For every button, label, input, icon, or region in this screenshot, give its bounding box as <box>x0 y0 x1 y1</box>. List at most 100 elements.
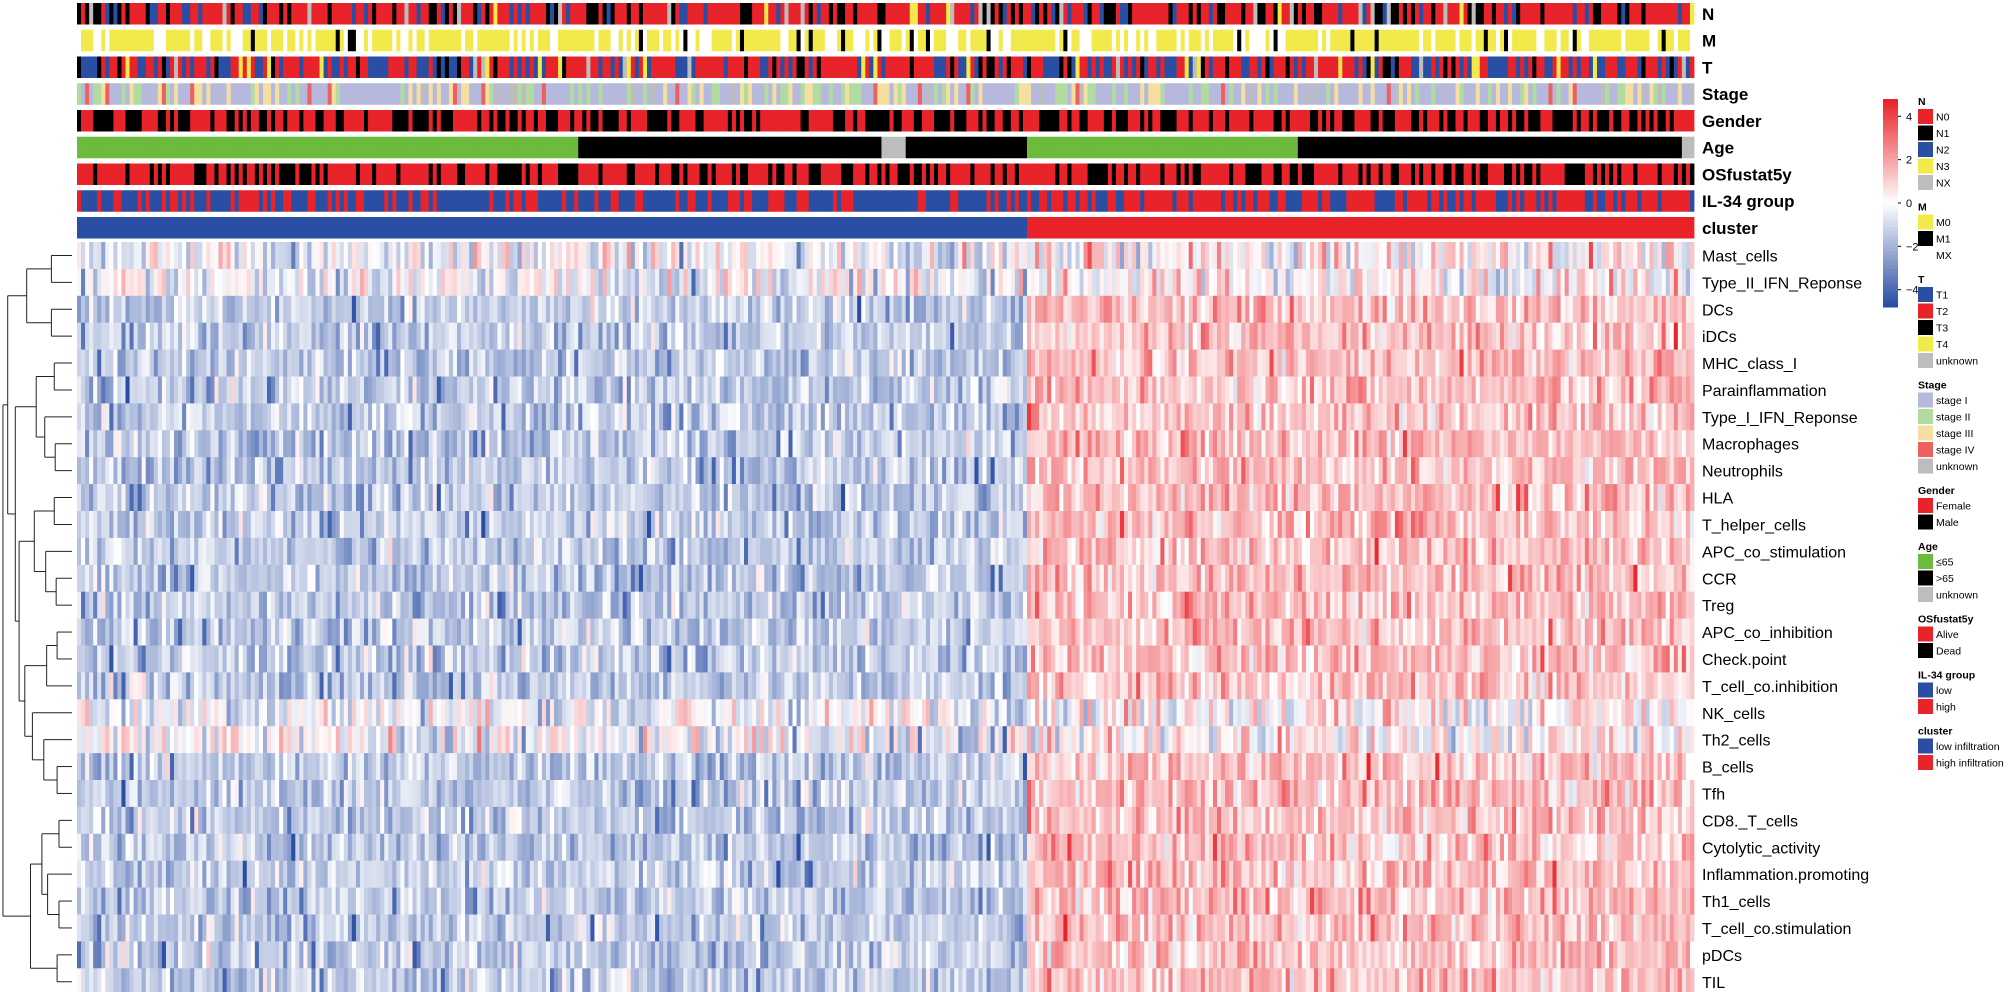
annotation-cell <box>549 190 555 212</box>
heatmap-cell <box>881 268 886 297</box>
annotation-cell <box>323 136 329 159</box>
annotation-cell <box>1067 136 1072 159</box>
annotation-cell <box>97 190 102 212</box>
heatmap-cell <box>1455 242 1460 270</box>
heatmap-cell <box>1447 295 1452 323</box>
annotation-cell <box>436 163 442 185</box>
annotation-cell <box>1103 110 1109 132</box>
annotation-cell <box>986 56 991 78</box>
heatmap-cell <box>549 295 555 323</box>
annotation-cell <box>1350 136 1355 159</box>
annotation-cell <box>400 110 405 132</box>
heatmap-cell <box>1289 268 1295 297</box>
annotation-cell <box>1637 110 1642 132</box>
annotation-cell <box>1556 83 1561 105</box>
annotation-cell <box>424 29 430 52</box>
annotation-cell <box>1406 163 1412 185</box>
heatmap-cell <box>905 295 911 323</box>
annotation-cell <box>291 110 296 132</box>
annotation-cell <box>889 163 894 185</box>
annotation-cell <box>1596 3 1602 25</box>
annotation-cell <box>1508 110 1513 132</box>
annotation-cell <box>396 83 401 105</box>
annotation-cell <box>1225 56 1230 78</box>
annotation-cell <box>586 3 591 25</box>
heatmap-cell <box>537 322 543 350</box>
heatmap-cell <box>307 242 312 270</box>
annotation-cell <box>776 56 781 78</box>
heatmap-cell <box>739 295 745 323</box>
heatmap-cell <box>1018 295 1024 323</box>
annotation-cell <box>594 217 599 239</box>
annotation-cell <box>861 83 866 105</box>
annotation-cell <box>1124 163 1129 185</box>
annotation-cell <box>1673 56 1679 78</box>
annotation-cell <box>954 136 959 159</box>
heatmap-cell <box>1216 268 1222 297</box>
annotation-cell <box>513 110 519 132</box>
heatmap-cell <box>93 322 98 350</box>
heatmap-cell <box>89 268 94 297</box>
annotation-cell <box>630 217 636 239</box>
heatmap-cell <box>1176 242 1181 270</box>
annotation-cell <box>1568 190 1574 212</box>
heatmap-cell <box>1681 242 1687 270</box>
annotation-cell <box>1649 29 1654 52</box>
annotation-cell <box>1479 217 1485 239</box>
heatmap-cell <box>380 295 385 323</box>
annotation-cell <box>727 190 733 212</box>
annotation-cell <box>925 136 931 159</box>
annotation-cell <box>703 83 709 105</box>
annotation-cell <box>1233 3 1238 25</box>
heatmap-cell <box>958 268 963 297</box>
annotation-cell <box>529 29 535 52</box>
annotation-cell <box>792 136 797 159</box>
heatmap-cell <box>1633 242 1638 270</box>
annotation-cell <box>234 217 240 239</box>
annotation-cell <box>578 83 583 105</box>
annotation-cell <box>909 190 915 212</box>
annotation-cell <box>1083 56 1089 78</box>
annotation-cell <box>1685 110 1691 132</box>
heatmap-cell <box>1257 242 1262 270</box>
heatmap-cell <box>493 322 498 350</box>
annotation-cell <box>667 217 672 239</box>
annotation-cell <box>638 3 644 25</box>
heatmap-cell <box>942 295 947 323</box>
annotation-cell <box>1265 217 1270 239</box>
annotation-cell <box>784 163 789 185</box>
heatmap-cell <box>873 295 878 323</box>
annotation-cell <box>206 29 211 52</box>
annotation-cell <box>845 56 850 78</box>
annotation-cell <box>1192 83 1198 105</box>
heatmap-cell <box>1617 242 1622 270</box>
annotation-cell <box>651 3 656 25</box>
annotation-cell <box>1463 29 1469 52</box>
annotation-cell <box>283 29 288 52</box>
annotation-cell <box>525 56 531 78</box>
heatmap-cell <box>408 322 413 350</box>
annotation-cell <box>133 110 139 132</box>
annotation-cell <box>1394 136 1400 159</box>
annotation-cell <box>1435 3 1440 25</box>
heatmap-cell <box>1192 268 1198 297</box>
annotation-cell <box>586 217 591 239</box>
heatmap-cell <box>323 242 329 270</box>
annotation-cell <box>1552 56 1557 78</box>
annotation-cell <box>1043 217 1048 239</box>
heatmap-cell <box>477 268 482 297</box>
annotation-cell <box>169 83 175 105</box>
heatmap-cell <box>359 268 365 297</box>
heatmap-cell <box>505 242 510 270</box>
annotation-cell <box>1168 29 1173 52</box>
annotation-cell <box>1338 136 1343 159</box>
annotation-cell <box>1176 136 1181 159</box>
heatmap-cell <box>1136 242 1141 270</box>
annotation-cell <box>1625 3 1630 25</box>
heatmap-cell <box>1257 295 1262 323</box>
annotation-cell <box>845 163 850 185</box>
annotation-cell <box>1018 83 1024 105</box>
annotation-cell <box>760 29 765 52</box>
heatmap-cell <box>865 295 870 323</box>
